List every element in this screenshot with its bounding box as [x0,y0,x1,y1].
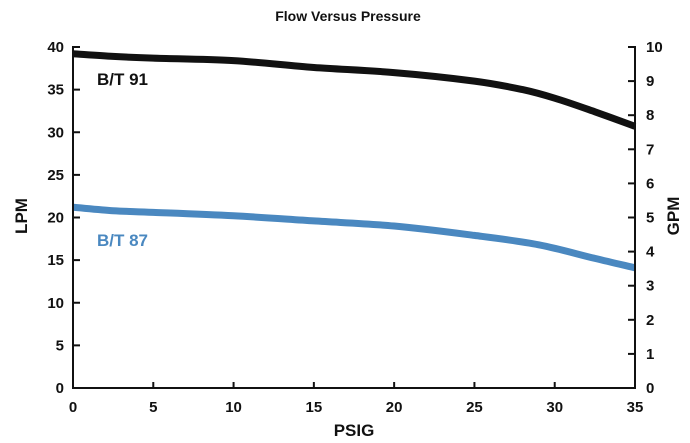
x-tick-label: 25 [466,399,483,416]
y-tick-label: 5 [56,337,64,354]
y2-tick-label: 5 [646,210,654,227]
y2-tick-label: 7 [646,141,654,158]
y2-tick-label: 1 [646,346,654,363]
y2-tick-label: 2 [646,312,654,329]
x-tick-label: 35 [627,399,644,416]
chart-title: Flow Versus Pressure [275,8,421,24]
series-label-bt91: B/T 91 [97,70,148,89]
y-tick-label: 40 [47,39,64,56]
x-tick-label: 20 [386,399,403,416]
y2-tick-label: 0 [646,380,654,397]
y-tick-label: 0 [56,380,64,397]
x-tick-label: 30 [546,399,563,416]
x-tick-label: 15 [306,399,323,416]
y-axis-label: LPM [12,198,31,234]
x-tick-label: 5 [149,399,157,416]
y2-tick-label: 4 [646,244,655,261]
y2-tick-label: 3 [646,278,654,295]
x-tick-label: 0 [69,399,77,416]
x-axis-label: PSIG [334,421,375,440]
series-line-b-t-91 [72,50,637,130]
axis-ticks: 0 5 10 15 20 25 30 3505101520253035400123456789… [47,39,662,416]
y-tick-label: 15 [47,252,64,269]
y-tick-label: 25 [47,167,64,184]
y-tick-label: 10 [47,295,64,312]
y2-tick-label: 9 [646,73,654,90]
x-tick-label: 10 [225,399,242,416]
series-lines [72,50,637,272]
y-tick-label: 30 [47,124,64,141]
y-tick-label: 35 [47,82,64,99]
y2-tick-label: 10 [646,39,663,56]
y-tick-label: 20 [47,210,64,227]
y2-tick-label: 8 [646,107,654,124]
y2-tick-label: 6 [646,175,654,192]
series-label-bt87: B/T 87 [97,231,148,250]
series-line-b-t-87 [72,203,636,272]
y2-axis-label: GPM [664,197,683,236]
